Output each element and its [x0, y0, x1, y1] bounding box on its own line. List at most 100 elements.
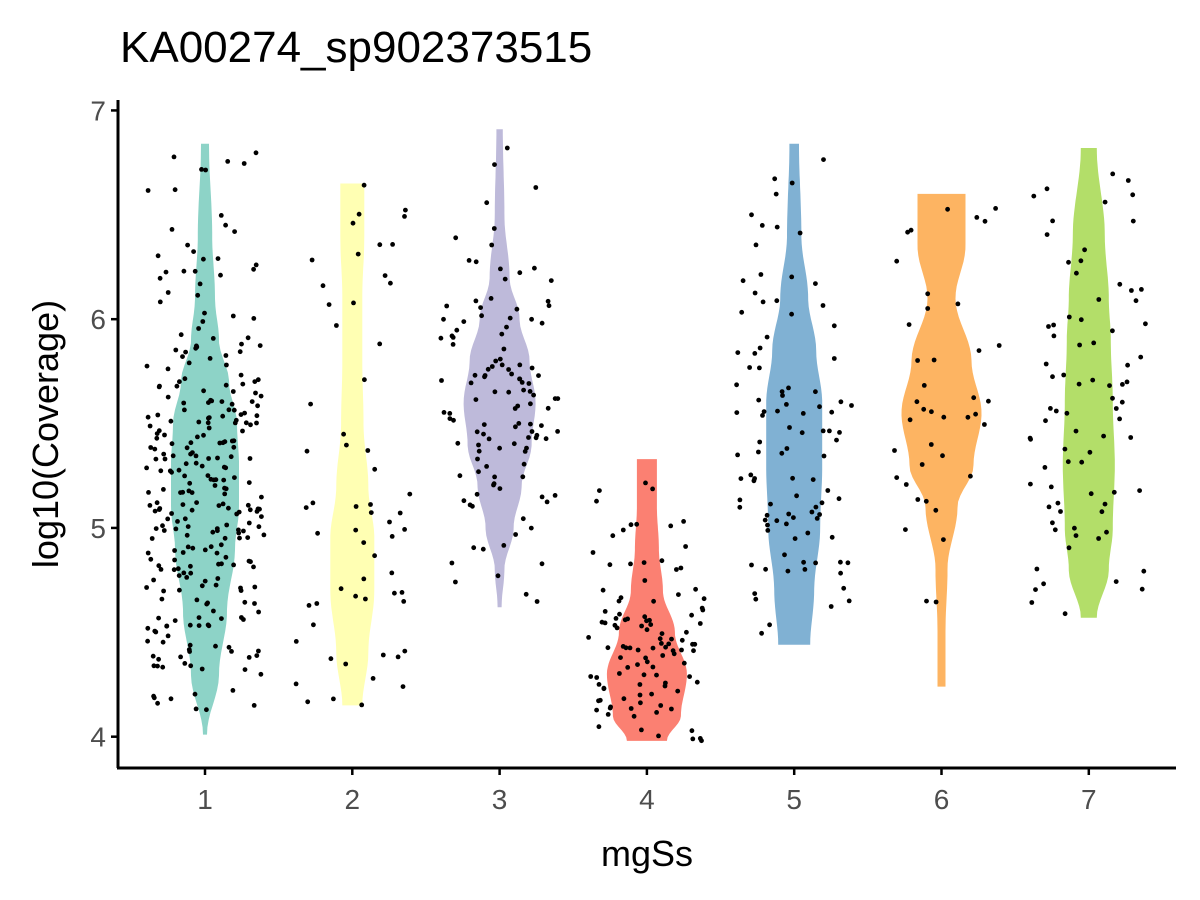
- data-point: [1139, 586, 1145, 592]
- data-point: [539, 320, 545, 326]
- data-point: [471, 545, 477, 551]
- data-point: [455, 440, 461, 446]
- data-point: [492, 162, 497, 168]
- data-point: [679, 647, 684, 653]
- data-point: [144, 585, 150, 590]
- data-point: [188, 440, 194, 446]
- data-point: [397, 510, 403, 516]
- y-ticks: 4 5 6 7: [90, 95, 118, 753]
- data-point: [389, 534, 395, 539]
- data-point: [1043, 361, 1049, 367]
- data-point: [207, 356, 213, 361]
- data-point: [401, 599, 407, 604]
- data-point: [837, 430, 842, 435]
- data-point: [359, 702, 365, 708]
- data-point: [146, 490, 151, 495]
- data-point: [520, 516, 526, 522]
- data-point: [447, 411, 453, 416]
- data-point: [145, 638, 151, 644]
- data-point: [199, 583, 205, 589]
- data-point: [147, 503, 153, 508]
- data-point: [201, 256, 206, 262]
- data-point: [529, 316, 534, 322]
- data-point: [532, 265, 537, 271]
- data-point: [162, 456, 168, 462]
- data-point: [171, 567, 177, 573]
- data-point: [174, 383, 180, 389]
- data-point: [690, 641, 695, 647]
- data-point: [617, 611, 622, 617]
- data-point: [635, 647, 641, 653]
- data-point: [751, 478, 757, 484]
- data-point: [1125, 178, 1131, 183]
- data-point: [361, 540, 367, 545]
- data-point: [687, 674, 692, 679]
- data-point: [756, 449, 761, 455]
- data-point: [355, 251, 361, 257]
- data-point: [892, 448, 897, 453]
- data-point: [651, 598, 656, 604]
- data-point: [203, 167, 209, 173]
- data-point: [254, 420, 259, 426]
- data-point: [600, 587, 606, 593]
- data-point: [400, 684, 406, 689]
- data-point: [1117, 281, 1123, 287]
- data-point: [805, 530, 811, 536]
- data-point: [594, 707, 599, 713]
- data-point: [237, 349, 243, 355]
- data-point: [223, 382, 229, 388]
- data-point: [461, 498, 467, 504]
- data-point: [1028, 436, 1033, 442]
- data-point: [491, 482, 496, 488]
- data-point: [768, 501, 773, 507]
- data-point: [789, 311, 794, 317]
- data-point: [903, 527, 908, 532]
- data-point: [488, 296, 494, 301]
- data-point: [638, 700, 643, 706]
- data-point: [689, 612, 694, 618]
- data-point: [182, 376, 188, 382]
- data-point: [218, 213, 224, 218]
- data-point: [486, 436, 492, 442]
- data-point: [390, 242, 395, 247]
- data-point: [351, 300, 356, 306]
- data-point: [181, 268, 187, 274]
- data-point: [1066, 545, 1072, 551]
- data-point: [921, 383, 927, 388]
- data-point: [238, 372, 244, 378]
- data-point: [224, 362, 229, 368]
- data-point: [759, 223, 765, 228]
- data-point: [180, 502, 186, 507]
- data-point: [940, 453, 945, 459]
- data-point: [681, 519, 686, 524]
- data-point: [663, 680, 668, 686]
- data-point: [621, 696, 627, 702]
- data-point: [368, 510, 374, 515]
- data-point: [229, 649, 234, 654]
- data-point: [539, 494, 545, 500]
- data-point: [145, 188, 151, 193]
- data-point: [228, 454, 234, 460]
- data-point: [206, 623, 212, 629]
- data-point: [544, 499, 550, 505]
- data-point: [145, 550, 151, 556]
- data-point: [173, 526, 179, 532]
- data-point: [253, 390, 258, 396]
- data-point: [533, 435, 539, 441]
- data-point: [236, 530, 242, 536]
- data-point: [190, 450, 195, 455]
- data-point: [820, 428, 826, 434]
- data-point: [925, 291, 931, 297]
- data-point: [986, 398, 991, 404]
- data-point: [243, 420, 249, 426]
- data-point: [184, 532, 190, 538]
- data-point: [838, 570, 843, 576]
- data-point: [156, 615, 162, 621]
- data-point: [388, 280, 393, 286]
- data-point: [1065, 459, 1071, 465]
- violin-7: [1062, 148, 1115, 618]
- data-point: [176, 467, 182, 473]
- data-point: [361, 182, 367, 188]
- data-point: [205, 473, 211, 478]
- data-point: [155, 412, 161, 418]
